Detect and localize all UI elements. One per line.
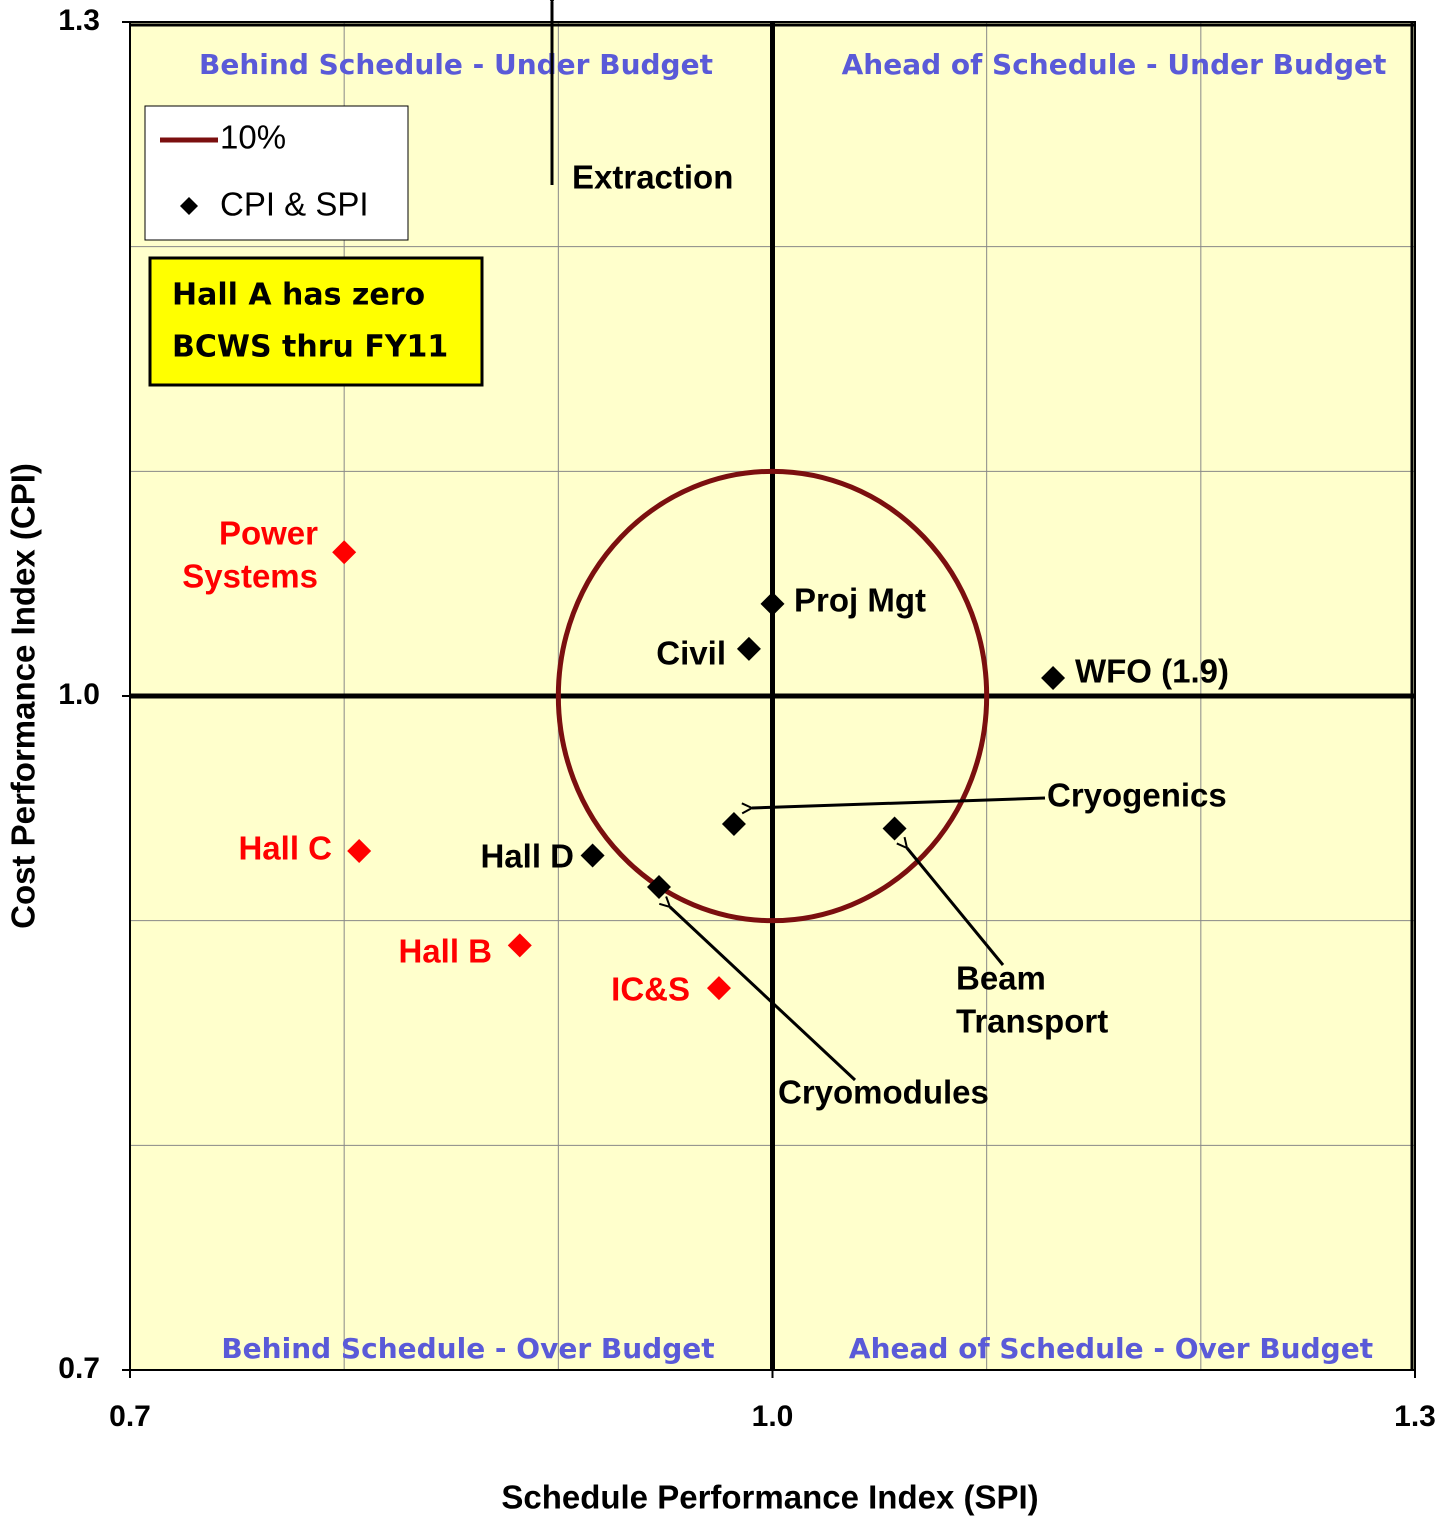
data-point — [332, 540, 357, 565]
data-point — [1041, 666, 1066, 691]
callout-arrow — [907, 848, 1005, 966]
point-label: Transport — [956, 1003, 1108, 1040]
data-point — [721, 812, 746, 837]
quadrant-label: Ahead of Schedule - Under Budget — [842, 48, 1387, 81]
x-axis-title: Schedule Performance Index (SPI) — [501, 1479, 1038, 1516]
point-label: Hall D — [480, 838, 574, 875]
point-label: Systems — [182, 558, 318, 595]
y-axis-title: Cost Performance Index (CPI) — [5, 463, 42, 929]
x-tick-label: 1.0 — [752, 1400, 794, 1433]
callout-arrow — [670, 907, 857, 1082]
data-point — [646, 874, 671, 899]
data-point — [580, 843, 605, 868]
point-label: IC&S — [611, 971, 690, 1008]
data-point — [507, 933, 532, 958]
x-tick-label: 0.7 — [109, 1400, 151, 1433]
quadrant-label: Behind Schedule - Under Budget — [199, 48, 713, 81]
point-label: Cryogenics — [1047, 777, 1227, 814]
data-point — [736, 636, 761, 661]
note-box — [148, 256, 484, 387]
point-label: WFO (1.9) — [1075, 653, 1229, 690]
data-point — [760, 591, 785, 616]
point-label: Hall C — [238, 830, 332, 867]
note-text: Hall A has zero — [172, 278, 425, 313]
callout-arrow — [752, 796, 1046, 808]
legend-label: CPI & SPI — [220, 186, 369, 223]
quadrant-label: Ahead of Schedule - Over Budget — [849, 1332, 1373, 1365]
quadrant-label: Behind Schedule - Over Budget — [221, 1332, 714, 1365]
point-label: Civil — [656, 635, 726, 672]
y-tick-label: 0.7 — [58, 1352, 100, 1385]
note-text: BCWS thru FY11 — [172, 330, 448, 365]
data-point — [347, 839, 372, 864]
point-label: Cryomodules — [778, 1074, 989, 1111]
legend-label: 10% — [220, 119, 286, 156]
off-chart-label: Extraction — [572, 159, 733, 196]
y-tick-label: 1.0 — [58, 678, 100, 711]
point-label: Proj Mgt — [794, 582, 926, 619]
point-label: Beam — [956, 960, 1046, 997]
data-point — [706, 976, 731, 1001]
legend-swatch — [180, 197, 198, 215]
y-tick-label: 1.3 — [58, 4, 100, 37]
x-tick-label: 1.3 — [1394, 1400, 1436, 1433]
point-label: Power — [219, 515, 318, 552]
tolerance-circle — [555, 468, 990, 924]
legend-box — [144, 105, 409, 241]
point-label: Hall B — [398, 933, 492, 970]
data-point — [882, 816, 907, 841]
